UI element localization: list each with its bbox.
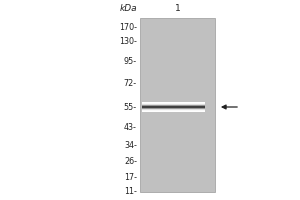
Text: kDa: kDa [119, 4, 137, 13]
Text: 130-: 130- [119, 38, 137, 46]
Text: 43-: 43- [124, 122, 137, 132]
Text: 72-: 72- [124, 78, 137, 88]
Text: 170-: 170- [119, 23, 137, 32]
Text: 34-: 34- [124, 142, 137, 150]
Text: 55-: 55- [124, 102, 137, 112]
Bar [140, 18, 215, 192]
Text: 26-: 26- [124, 158, 137, 166]
Text: 95-: 95- [124, 58, 137, 66]
Text: 17-: 17- [124, 173, 137, 182]
Text: 1: 1 [175, 4, 180, 13]
Text: 11-: 11- [124, 186, 137, 196]
